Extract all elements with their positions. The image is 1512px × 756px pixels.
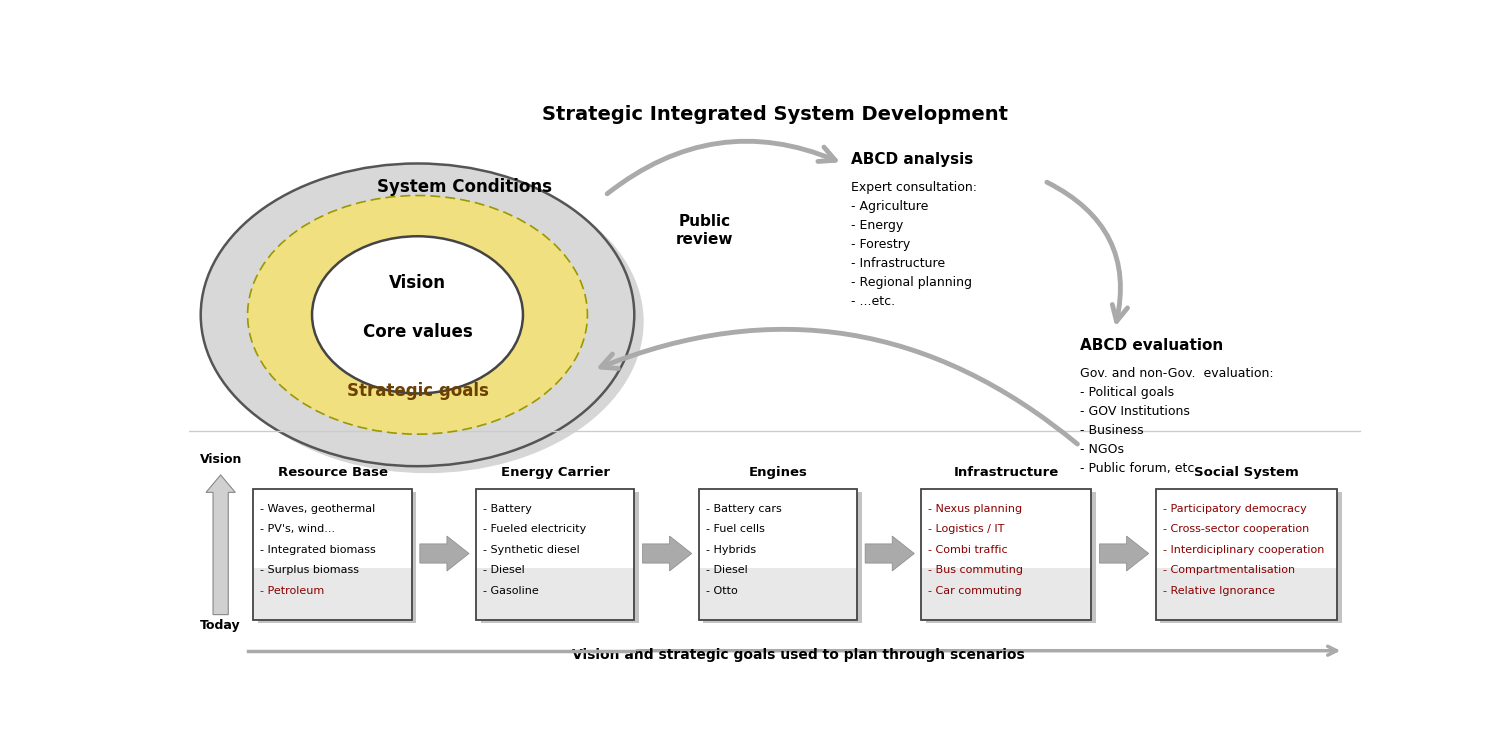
Text: Strategic Integrated System Development: Strategic Integrated System Development	[541, 105, 1009, 124]
Text: ABCD analysis: ABCD analysis	[851, 152, 974, 167]
Text: - Diesel: - Diesel	[706, 565, 747, 575]
Text: - Waves, geothermal: - Waves, geothermal	[260, 504, 375, 514]
Text: - Bus commuting: - Bus commuting	[928, 565, 1024, 575]
FancyBboxPatch shape	[1155, 568, 1337, 621]
Text: Today: Today	[200, 619, 240, 632]
Ellipse shape	[248, 196, 587, 434]
Text: Core values: Core values	[363, 324, 472, 341]
FancyBboxPatch shape	[921, 568, 1092, 621]
Text: - Car commuting: - Car commuting	[928, 585, 1022, 596]
FancyArrow shape	[420, 536, 469, 571]
Text: Infrastructure: Infrastructure	[954, 466, 1058, 479]
Text: ABCD evaluation: ABCD evaluation	[1080, 338, 1223, 353]
FancyBboxPatch shape	[254, 568, 411, 621]
FancyBboxPatch shape	[1155, 489, 1337, 568]
Text: - Battery: - Battery	[484, 504, 532, 514]
Text: - Integrated biomass: - Integrated biomass	[260, 545, 376, 555]
FancyBboxPatch shape	[699, 489, 857, 568]
Text: - Surplus biomass: - Surplus biomass	[260, 565, 360, 575]
Text: Energy Carrier: Energy Carrier	[500, 466, 609, 479]
FancyBboxPatch shape	[925, 492, 1096, 623]
Text: - Synthetic diesel: - Synthetic diesel	[484, 545, 581, 555]
Text: - Petroleum: - Petroleum	[260, 585, 325, 596]
Text: - Participatory democracy: - Participatory democracy	[1163, 504, 1306, 514]
FancyArrow shape	[1099, 536, 1149, 571]
FancyArrow shape	[206, 475, 236, 615]
Text: - Battery cars: - Battery cars	[706, 504, 782, 514]
Ellipse shape	[201, 163, 635, 466]
Text: - Diesel: - Diesel	[484, 565, 525, 575]
Text: - Compartmentalisation: - Compartmentalisation	[1163, 565, 1294, 575]
Text: - Fuel cells: - Fuel cells	[706, 525, 765, 534]
FancyBboxPatch shape	[1160, 492, 1343, 623]
Text: - Otto: - Otto	[706, 585, 738, 596]
Text: - Combi traffic: - Combi traffic	[928, 545, 1009, 555]
FancyBboxPatch shape	[921, 489, 1092, 568]
Text: - Hybrids: - Hybrids	[706, 545, 756, 555]
FancyBboxPatch shape	[699, 568, 857, 621]
Text: - Cross-sector cooperation: - Cross-sector cooperation	[1163, 525, 1309, 534]
FancyBboxPatch shape	[476, 568, 635, 621]
FancyArrow shape	[865, 536, 915, 571]
Ellipse shape	[210, 170, 644, 473]
Text: Strategic goals: Strategic goals	[346, 382, 488, 399]
FancyBboxPatch shape	[703, 492, 862, 623]
FancyBboxPatch shape	[259, 492, 416, 623]
Text: Engines: Engines	[748, 466, 807, 479]
Ellipse shape	[311, 236, 523, 393]
Text: - Interdiciplinary cooperation: - Interdiciplinary cooperation	[1163, 545, 1325, 555]
Text: - Fueled electricity: - Fueled electricity	[484, 525, 587, 534]
Text: - Gasoline: - Gasoline	[484, 585, 538, 596]
Text: - PV's, wind...: - PV's, wind...	[260, 525, 336, 534]
Text: Vision: Vision	[200, 453, 242, 466]
Text: Vision: Vision	[389, 274, 446, 292]
Text: Resource Base: Resource Base	[278, 466, 387, 479]
Text: Gov. and non-Gov.  evaluation:
- Political goals
- GOV Institutions
- Business
-: Gov. and non-Gov. evaluation: - Politica…	[1080, 367, 1273, 476]
Text: Vision and strategic goals used to plan through scenarios: Vision and strategic goals used to plan …	[572, 649, 1025, 662]
FancyArrow shape	[643, 536, 691, 571]
Text: System Conditions: System Conditions	[376, 178, 552, 196]
Text: Social System: Social System	[1194, 466, 1299, 479]
Text: - Logistics / IT: - Logistics / IT	[928, 525, 1005, 534]
FancyBboxPatch shape	[254, 489, 411, 568]
FancyBboxPatch shape	[481, 492, 640, 623]
Text: - Nexus planning: - Nexus planning	[928, 504, 1022, 514]
Text: - Relative Ignorance: - Relative Ignorance	[1163, 585, 1275, 596]
Text: Expert consultation:
- Agriculture
- Energy
- Forestry
- Infrastructure
- Region: Expert consultation: - Agriculture - Ene…	[851, 181, 977, 308]
FancyBboxPatch shape	[476, 489, 635, 568]
Text: Public
review: Public review	[676, 214, 733, 246]
